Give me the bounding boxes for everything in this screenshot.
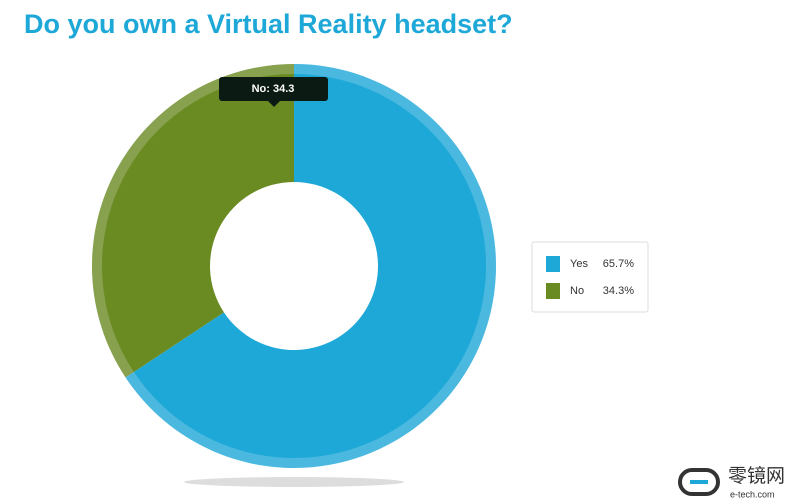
legend-value: 34.3% (603, 285, 634, 297)
tooltip-box (219, 77, 328, 101)
shadow (184, 477, 404, 487)
tooltip-pointer (268, 101, 280, 107)
legend-label: Yes (570, 258, 588, 270)
legend-swatch (546, 283, 560, 299)
tooltip-text: No: 34.3 (252, 83, 295, 95)
chart-title: Do you own a Virtual Reality headset? (24, 9, 513, 39)
tooltip: No: 34.3 (219, 77, 328, 107)
legend: Yes 65.7% No 34.3% (531, 241, 649, 313)
legend-box (531, 241, 649, 313)
legend-swatch (546, 256, 560, 272)
legend-value: 65.7% (603, 258, 634, 270)
watermark-site: e-tech.com (730, 489, 775, 499)
watermark: 零镜网 e-tech.com (678, 465, 785, 499)
slice (92, 64, 294, 378)
logo (678, 468, 720, 496)
slice-rim (92, 64, 294, 378)
legend-label: No (570, 285, 584, 297)
watermark-name: 零镜网 (728, 465, 785, 487)
slice (125, 64, 497, 468)
